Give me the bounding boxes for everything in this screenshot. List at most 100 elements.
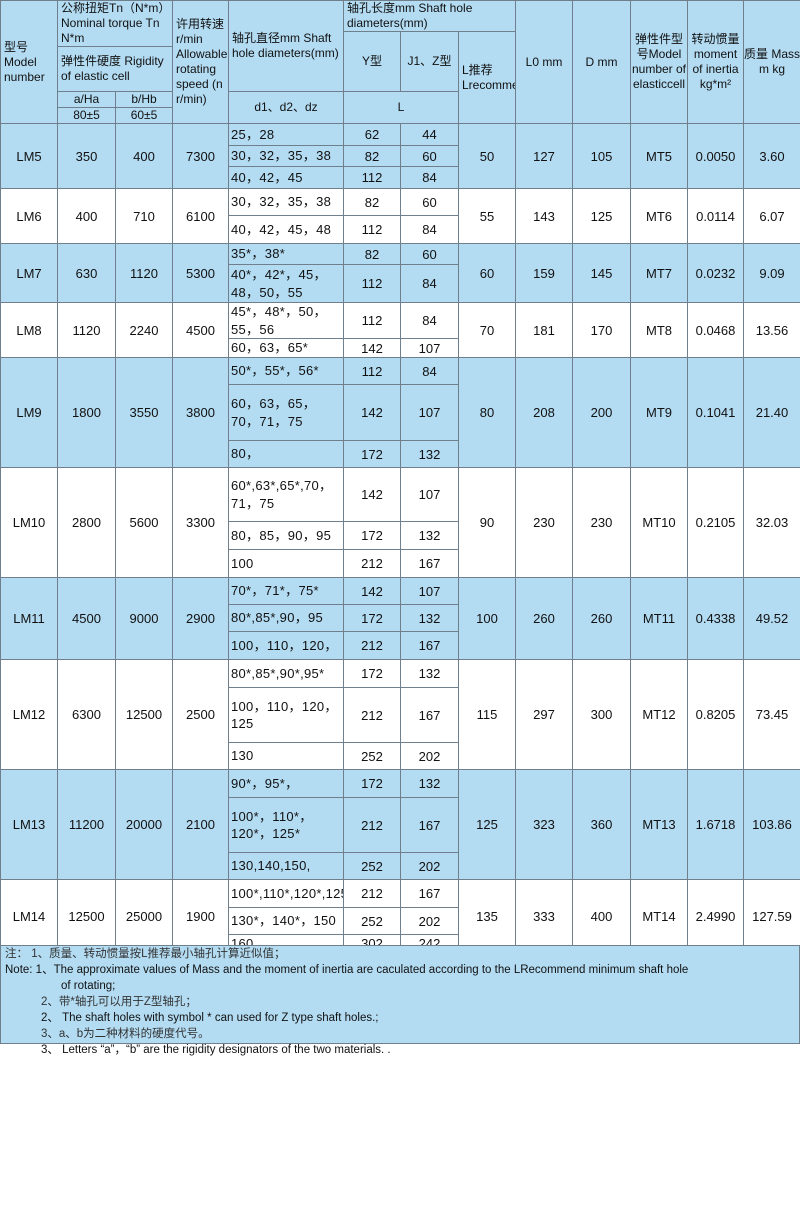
y-length-cell: 142 [343,384,401,442]
jz-length-cell: 84 [400,357,459,386]
torque-b-cell: 9000 [115,577,173,661]
l-recommend-cell: 100 [458,577,516,661]
torque-a-cell: 11200 [57,769,116,881]
table-row: LM9 1800 3550 3800 50*，55*，56* 112 84 80 208 200 M… [0,357,800,469]
table-row: LM7 630 1120 5300 35*，38* 82 60 60 159 145 MT7 0.02… [0,243,800,303]
inertia-cell: 0.0468 [687,301,744,359]
mass-cell: 103.86 [743,769,800,881]
note-line: 注： 1、质量、转动惯量按L推荐最小轴孔计算近似值； [5,948,286,960]
header-b-hb: b/Hb [115,91,173,108]
model-cell: LM13 [0,769,58,881]
elastic-model-cell: MT7 [630,243,688,303]
mass-cell: 127.59 [743,879,800,954]
y-length-cell: 142 [343,577,401,606]
elastic-model-cell: MT10 [630,467,688,579]
y-length-cell: 212 [343,687,401,744]
torque-b-cell: 25000 [115,879,173,954]
torque-a-cell: 12500 [57,879,116,954]
table-row: LM11 4500 9000 2900 70*，71*，75* 142 107 100 260 2… [0,577,800,661]
table-body: LM5 350 400 7300 25，28 62 44 50 127 105 MT5 0.0050 3… [0,123,800,954]
header-l-recommend: L推荐 Lrecommend [458,31,516,124]
jz-length-cell: 167 [400,797,459,854]
y-length-cell: 112 [343,357,401,386]
y-length-cell: 172 [343,440,401,469]
shaft-diameter-cell: 100，110，120， [228,631,344,661]
elastic-model-cell: MT6 [630,188,688,244]
torque-b-cell: 20000 [115,769,173,881]
jz-length-cell: 167 [400,631,459,661]
table-row: 40，42，45，48 112 84 [1,215,800,244]
torque-a-cell: 350 [57,123,116,189]
l0-cell: 143 [515,188,573,244]
table-row: 60，63，65，70，71，75 142 107 [1,384,800,442]
header-l: L [343,91,459,124]
l0-cell: 127 [515,123,573,189]
speed-cell: 2100 [172,769,229,881]
y-length-cell: 252 [343,742,401,771]
header-y-type: Y型 [343,31,401,92]
elastic-model-cell: MT9 [630,357,688,469]
header-inertia: 转动惯量 moment of inertia kg*m² [687,0,744,124]
jz-length-cell: 202 [400,852,459,881]
shaft-diameter-cell: 100，110，120，125 [228,687,344,744]
header-jz-type: J1、Z型 [400,31,459,92]
shaft-diameter-cell: 80， [228,440,344,469]
jz-length-cell: 167 [400,549,459,579]
jz-length-cell: 107 [400,467,459,523]
header-d: D mm [572,0,631,124]
speed-cell: 2900 [172,577,229,661]
shaft-diameter-cell: 100 [228,549,344,579]
note-line: of rotating; [61,980,116,992]
jz-length-cell: 132 [400,604,459,633]
jz-length-cell: 167 [400,879,459,909]
speed-cell: 5300 [172,243,229,303]
table-row: 40，42，45 112 84 [1,166,800,189]
jz-length-cell: 107 [400,577,459,606]
shaft-diameter-cell: 80*,85*,90，95 [228,604,344,633]
jz-length-cell: 60 [400,188,459,216]
elastic-model-cell: MT8 [630,301,688,359]
torque-b-cell: 5600 [115,467,173,579]
speed-cell: 7300 [172,123,229,189]
shaft-diameter-cell: 25，28 [228,123,344,146]
torque-a-cell: 4500 [57,577,116,661]
torque-b-cell: 1120 [115,243,173,303]
table-row: 130,140,150, 252 202 [1,852,800,881]
jz-length-cell: 84 [400,215,459,244]
table-row: 80， 172 132 [1,440,800,469]
y-length-cell: 172 [343,659,401,689]
header-a-ha: a/Ha [57,91,116,108]
header-dia-symbols: d1、d2、dz [228,91,344,124]
model-cell: LM14 [0,879,58,954]
torque-b-cell: 3550 [115,357,173,469]
table-row: LM14 12500 25000 1900 100*,110*,120*,125* 212… [0,879,800,954]
header-rigidity: 弹性件硬度 Rigidity of elastic cell [57,46,173,92]
inertia-cell: 1.6718 [687,769,744,881]
table-row: 30，32，35，38 82 60 [1,145,800,167]
inertia-cell: 0.0050 [687,123,744,189]
torque-a-cell: 1120 [57,301,116,359]
speed-cell: 3800 [172,357,229,469]
jz-length-cell: 202 [400,907,459,936]
inertia-cell: 2.4990 [687,879,744,954]
shaft-diameter-cell: 60，63，65，70，71，75 [228,384,344,442]
shaft-diameter-cell: 40*，42*，45，48，50，55 [228,264,344,303]
jz-length-cell: 107 [400,338,459,359]
table-row: LM13 11200 20000 2100 90*，95*， 172 132 125 323 36… [0,769,800,881]
l0-cell: 230 [515,467,573,579]
d-cell: 400 [572,879,631,954]
l0-cell: 333 [515,879,573,954]
y-length-cell: 112 [343,264,401,303]
table-row: LM12 6300 12500 2500 80*,85*,90*,95* 172 132 11… [0,659,800,771]
model-cell: LM7 [0,243,58,303]
note-line: 2、 The shaft holes with symbol * can use… [41,1012,379,1024]
note-line: 3、a、b为二种材料的硬度代号。 [41,1028,210,1040]
table-row: 100 212 167 [1,549,800,579]
elastic-model-cell: MT11 [630,577,688,661]
shaft-diameter-cell: 70*，71*，75* [228,577,344,606]
coupling-spec-table: 型号 Model number 公称扭矩Tn（N*m） Nominal torq… [0,0,800,954]
shaft-diameter-cell: 100*,110*,120*,125* [228,879,344,909]
shaft-diameter-cell: 60*,63*,65*,70，71，75 [228,467,344,523]
elastic-model-cell: MT14 [630,879,688,954]
shaft-diameter-cell: 130,140,150, [228,852,344,881]
